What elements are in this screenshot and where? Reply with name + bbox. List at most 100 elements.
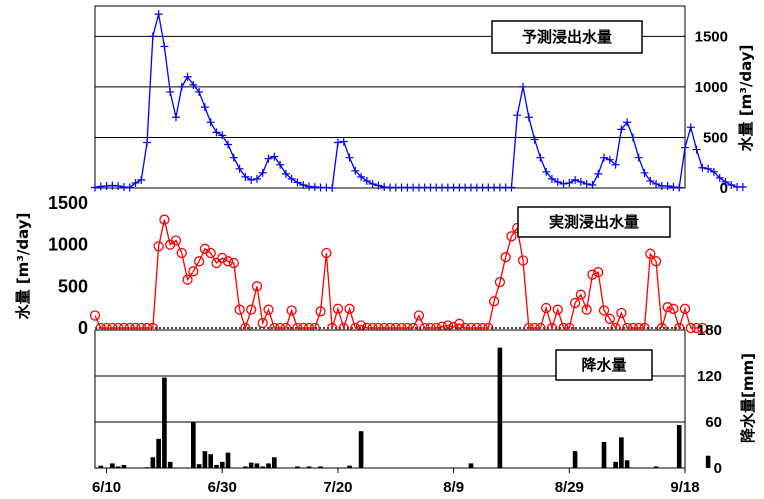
forecast-point [628, 133, 637, 142]
observed-point [234, 304, 245, 315]
forecast-point [171, 113, 180, 122]
forecast-point [686, 123, 695, 132]
forecast-point [357, 172, 366, 181]
forecast-point [588, 180, 597, 189]
observed-point [205, 247, 216, 259]
rainfall-y-tick-label: 120 [697, 368, 722, 385]
observed-y-tick-label: 0 [78, 318, 88, 338]
forecast-point [530, 135, 539, 144]
observed-point [315, 306, 326, 317]
observed-point [211, 257, 222, 269]
observed-point [691, 322, 702, 334]
forecast-y-tick-label: 1000 [695, 79, 728, 96]
forecast-point [195, 87, 204, 96]
observed-label-box [517, 206, 671, 238]
observed-point [193, 256, 205, 267]
forecast-point [264, 154, 273, 163]
observed-point [598, 305, 610, 316]
observed-title: 実測浸出水量 [549, 213, 639, 231]
observed-point [246, 304, 257, 315]
forecast-point [287, 174, 296, 183]
observed-point [587, 269, 598, 280]
rainfall-bar [167, 461, 173, 468]
rainfall-bar [144, 467, 150, 468]
forecast-point [513, 111, 522, 120]
forecast-point [235, 164, 244, 173]
forecast-point [91, 183, 99, 192]
rainfall-bar [196, 464, 202, 468]
forecast-point [704, 164, 713, 173]
forecast-point [623, 118, 632, 127]
observed-point [581, 304, 592, 315]
x-tick-label: 6/10 [92, 479, 121, 496]
rainfall-bar [295, 466, 300, 468]
rainfall-bar [225, 452, 231, 468]
forecast-point [640, 168, 649, 177]
forecast-point [559, 179, 568, 188]
forecast-point [524, 113, 533, 122]
rainfall-label-box [555, 349, 653, 381]
observed-point [159, 214, 170, 225]
x-tick-label: 8/29 [555, 479, 584, 496]
rainfall-bar [110, 463, 115, 468]
observed-point [488, 296, 500, 307]
observed-y-axis-title: 水量 [m³/day] [14, 213, 32, 320]
observed-point [552, 304, 563, 315]
forecast-point [507, 183, 516, 192]
forecast-title: 予測浸出水量 [522, 28, 612, 46]
rainfall-bar [115, 466, 121, 468]
rainfall-bar [162, 377, 167, 468]
rainfall-bar [306, 466, 312, 468]
forecast-point [229, 153, 238, 162]
rainfall-y-tick-label: 60 [705, 414, 722, 431]
observed-point [222, 256, 234, 267]
forecast-point [368, 179, 377, 188]
forecast-point [362, 176, 371, 185]
rainfall-bar [260, 466, 266, 468]
forecast-point [218, 131, 227, 140]
rainfall-bar [254, 463, 260, 468]
rainfall-bar [202, 451, 208, 468]
observed-point [217, 252, 228, 264]
rainfall-bar [266, 463, 271, 468]
forecast-point [605, 155, 614, 164]
forecast-point [333, 138, 342, 147]
rainfall-bar [191, 422, 196, 468]
forecast-point [675, 183, 684, 192]
observed-panel: 0 500 1000 1500 実測浸出水量 水量 [m³/day] [14, 193, 708, 338]
forecast-point [114, 181, 123, 190]
x-tick-label: 6/30 [208, 479, 237, 496]
observed-point [251, 281, 263, 292]
rainfall-bar [497, 347, 503, 468]
forecast-point [183, 72, 192, 81]
forecast-point [131, 178, 140, 187]
forecast-y-tick-label: 500 [703, 129, 728, 146]
forecast-point [553, 177, 562, 186]
rainfall-bar [318, 466, 323, 468]
rainfall-title: 降水量 [581, 356, 626, 374]
forecast-point [727, 180, 736, 189]
rainfall-bar [653, 466, 659, 468]
forecast-point [276, 160, 285, 169]
forecast-y-tick-label: 0 [720, 180, 728, 197]
forecast-point [536, 153, 545, 162]
forecast-point [258, 168, 267, 177]
rainfall-bar [214, 464, 219, 468]
rainfall-bar [347, 465, 352, 468]
forecast-point [721, 177, 730, 186]
observed-point [685, 322, 696, 334]
forecast-point [692, 145, 701, 154]
forecast-point [634, 153, 643, 162]
rainfall-bar [243, 466, 248, 468]
observed-point [413, 310, 425, 321]
forecast-point [565, 178, 574, 187]
forecast-point [148, 32, 157, 41]
forecast-point [663, 181, 672, 190]
forecast-point [200, 103, 209, 112]
observed-point [679, 303, 691, 314]
observed-series-line [94, 219, 703, 331]
forecast-point [519, 82, 528, 91]
forecast-point [281, 169, 290, 178]
rainfall-y-tick-label: 180 [697, 322, 722, 339]
